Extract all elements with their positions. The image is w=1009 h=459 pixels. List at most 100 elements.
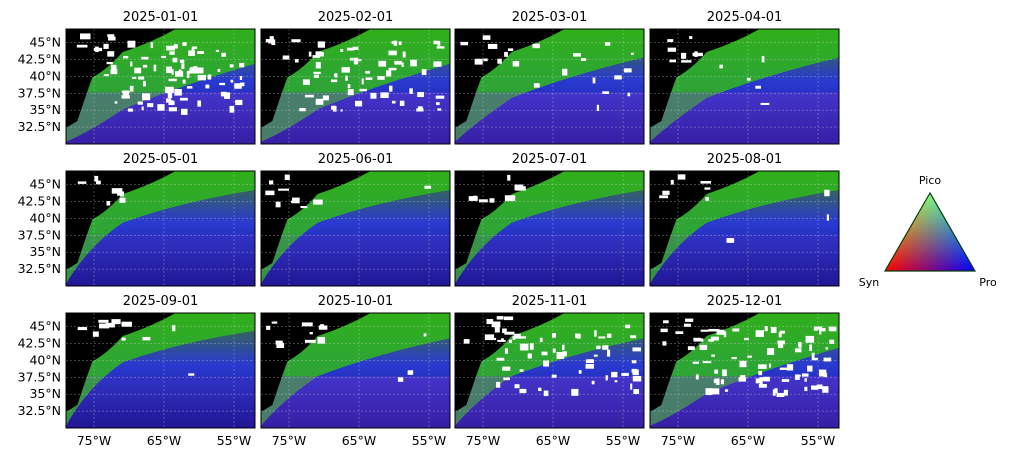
lake — [667, 39, 674, 43]
cloud-patch — [543, 360, 550, 367]
pro-region — [66, 376, 255, 428]
panel-frame — [65, 170, 256, 287]
panel-title: 2025-11-01 — [512, 294, 588, 309]
cloud-patch — [197, 51, 204, 54]
cloud-patch — [763, 376, 770, 382]
lake — [292, 197, 300, 204]
land-mass — [66, 171, 176, 270]
cloud-patch — [417, 106, 423, 111]
cloud-patch — [188, 50, 196, 56]
cloud-patch — [811, 352, 815, 359]
cloud-patch — [797, 342, 801, 347]
cloud-patch — [224, 92, 231, 99]
cloud-patch — [219, 82, 226, 86]
cloud-patch — [504, 348, 509, 354]
cloud-patch — [141, 56, 149, 60]
cloud-patch — [391, 41, 394, 44]
lake — [704, 187, 711, 190]
map-panel: 2025-09-01 45°N42.5°N 40°N 37.5°N 35°N 32.5°N… — [18, 294, 256, 448]
cloud-patch — [229, 105, 235, 113]
pro-region — [261, 376, 450, 428]
legend-label-right: Pro — [979, 276, 997, 289]
lake — [291, 39, 301, 43]
cloud-patch — [168, 107, 177, 112]
cloud-patch — [330, 79, 338, 83]
panel-title: 2025-07-01 — [512, 152, 588, 167]
cloud-patch — [410, 59, 417, 67]
cloud-patch — [755, 85, 761, 89]
lake — [484, 334, 495, 341]
cloud-patch — [189, 68, 197, 74]
cloud-patch — [811, 357, 818, 361]
lake — [315, 51, 322, 57]
cloud-patch — [436, 102, 440, 106]
cloud-patch — [114, 101, 118, 104]
land-mass — [455, 313, 565, 412]
lake — [103, 43, 109, 49]
cloud-patch — [575, 333, 580, 337]
panel-title: 2025-04-01 — [707, 10, 783, 25]
cloud-patch — [217, 68, 221, 72]
lake — [276, 342, 285, 349]
cloud-patch — [813, 326, 818, 331]
y-tick-label: 45°N — [29, 177, 61, 192]
cloud-patch — [732, 328, 740, 332]
lake — [489, 198, 495, 203]
cloud-patch — [205, 84, 210, 89]
cloud-patch — [215, 49, 220, 52]
lake — [76, 44, 88, 48]
cloud-patch — [313, 74, 319, 78]
lake — [507, 48, 514, 51]
lake — [107, 34, 115, 38]
lake — [468, 196, 478, 201]
x-tick-label: 65°W — [731, 433, 766, 448]
cloud-patch — [539, 337, 543, 343]
lake — [681, 60, 692, 63]
cloud-patch — [437, 108, 442, 111]
cloud-patch — [377, 76, 385, 80]
cloud-patch — [167, 100, 173, 103]
lake — [318, 325, 328, 330]
cloud-patch — [496, 381, 501, 388]
cloud-patch — [365, 77, 373, 80]
cloud-patch — [165, 86, 174, 94]
cloud-patch — [692, 361, 699, 364]
cloud-patch — [630, 383, 633, 390]
cloud-patch — [825, 347, 828, 350]
cloud-patch — [726, 238, 735, 243]
cloud-patch — [606, 349, 611, 357]
cloud-patch — [421, 69, 427, 76]
cloud-patch — [230, 79, 234, 83]
land-mass — [455, 171, 565, 270]
map-panel: 2025-10-01 75°W 65°W 55°W — [260, 294, 451, 448]
cloud-patch — [794, 348, 802, 353]
lake — [513, 333, 521, 339]
cloud-patch — [594, 330, 597, 337]
lake — [79, 33, 91, 40]
cloud-patch — [407, 370, 414, 375]
y-tick-label: 40°N — [29, 352, 61, 367]
cloud-patch — [182, 79, 186, 84]
cloud-patch — [181, 108, 188, 115]
lake — [693, 338, 704, 342]
lake — [496, 316, 504, 320]
y-tick-label: 32.5°N — [18, 119, 61, 134]
cloud-patch — [122, 90, 129, 98]
lake — [478, 199, 488, 203]
cloud-patch — [755, 378, 761, 384]
cloud-patch — [562, 344, 565, 351]
cloud-patch — [142, 93, 151, 101]
cloud-patch — [393, 40, 398, 46]
cloud-patch — [380, 92, 389, 98]
lake — [304, 339, 316, 343]
cloud-patch — [142, 64, 148, 68]
y-tick-label: 40°N — [29, 68, 61, 83]
cloud-patch — [142, 336, 151, 341]
lake — [291, 200, 300, 203]
cloud-patch — [179, 97, 188, 101]
cloud-patch — [141, 106, 144, 111]
lake — [92, 331, 99, 337]
cloud-patch — [317, 336, 326, 344]
y-tick-label: 35°N — [29, 244, 61, 259]
lake — [275, 201, 281, 208]
